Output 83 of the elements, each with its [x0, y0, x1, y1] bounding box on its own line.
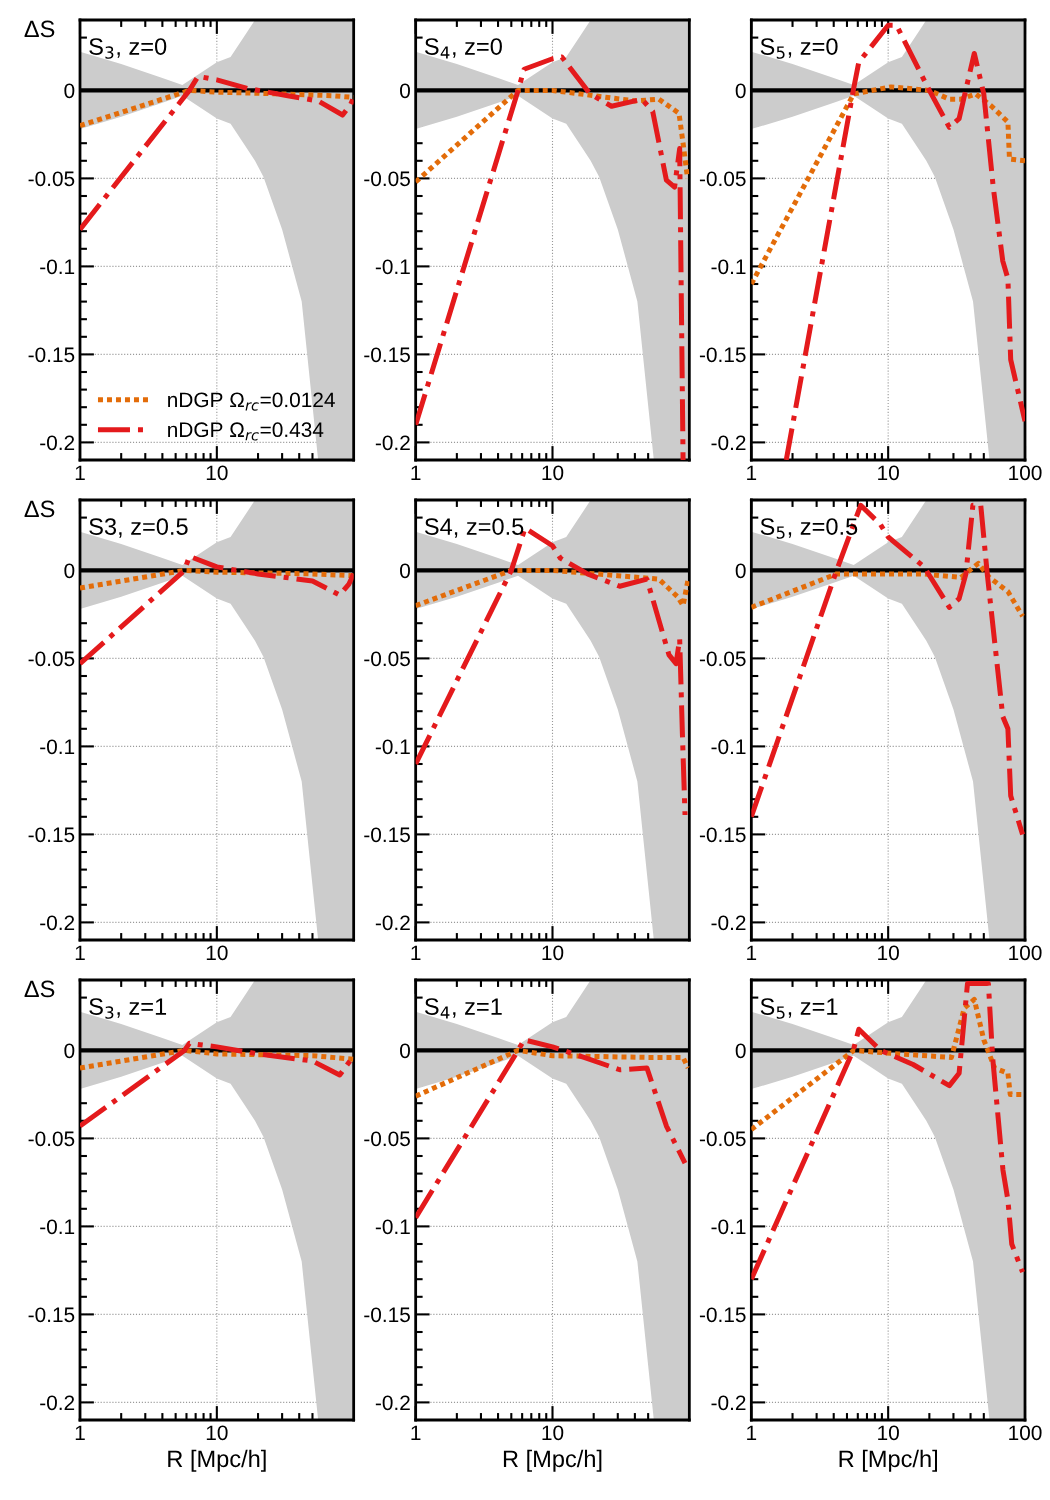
x-tick-label: 1 [411, 1425, 421, 1440]
x-tick-label: 100 [1009, 465, 1042, 481]
x-axis-title: R [Mpc/h] [168, 1449, 266, 1472]
y-tick-label: -0.1 [40, 259, 75, 275]
y-tick-label: -0.15 [699, 827, 746, 843]
y-tick-label: -0.2 [375, 1395, 410, 1411]
x-axis-title: R [Mpc/h] [839, 1449, 937, 1472]
x-tick-label: 1 [75, 465, 85, 480]
x-tick-label: 100 [1009, 1425, 1042, 1441]
y-tick-label: -0.15 [364, 827, 410, 843]
y-axis-title: ΔS [24, 980, 55, 998]
y-tick-label: -0.15 [28, 1307, 75, 1323]
y-tick-label: -0.1 [40, 739, 75, 755]
legend-label: nDGP Ω$_{rc}$=0.0124 [168, 392, 335, 411]
y-tick-label: -0.2 [40, 1395, 75, 1411]
x-tick-label: 1 [75, 945, 85, 960]
x-tick-label: 1 [747, 1425, 757, 1440]
text: S3, z=0.5 [89, 518, 188, 538]
y-axis-title: ΔS [24, 20, 55, 38]
y-tick-label: -0.1 [711, 1219, 746, 1235]
y-axis-title: ΔS [24, 500, 55, 518]
x-tick-label: 10 [542, 945, 564, 961]
y-tick-label: 0 [64, 83, 75, 99]
y-tick-label: 0 [400, 563, 410, 579]
y-tick-label: -0.05 [699, 171, 746, 187]
y-tick-label: -0.1 [711, 259, 746, 275]
legend-label: nDGP Ω$_{rc}$=0.434 [168, 422, 324, 441]
y-tick-label: -0.2 [711, 1395, 746, 1411]
y-tick-label: -0.05 [699, 1131, 746, 1147]
x-tick-label: 1 [75, 1425, 85, 1440]
text: S$_{5}$, z=1 [760, 998, 838, 1019]
y-tick-label: -0.15 [699, 1307, 746, 1323]
x-tick-label: 1 [411, 465, 421, 480]
x-tick-label: 10 [542, 465, 564, 481]
y-tick-label: -0.15 [364, 1307, 410, 1323]
y-tick-label: -0.05 [364, 171, 410, 187]
y-tick-label: 0 [400, 83, 410, 99]
x-tick-label: 10 [206, 1425, 228, 1441]
y-tick-label: 0 [735, 563, 746, 579]
y-tick-label: -0.05 [699, 651, 746, 667]
x-tick-label: 10 [542, 1425, 564, 1441]
y-tick-label: -0.15 [28, 347, 75, 363]
y-tick-label: 0 [735, 83, 746, 99]
y-tick-label: -0.2 [711, 435, 746, 451]
y-tick-label: -0.1 [40, 1219, 75, 1235]
y-tick-label: -0.1 [711, 739, 746, 755]
x-tick-label: 1 [747, 465, 757, 480]
y-tick-label: -0.05 [364, 1131, 410, 1147]
x-tick-label: 10 [206, 465, 228, 481]
x-tick-label: 1 [411, 945, 421, 960]
text: S$_{5}$, z=0 [760, 38, 838, 59]
y-tick-label: -0.05 [28, 1131, 75, 1147]
text: S$_{5}$, z=0.5 [760, 518, 858, 539]
y-tick-label: -0.2 [375, 435, 410, 451]
y-tick-label: -0.05 [28, 171, 75, 187]
x-tick-label: 100 [1009, 945, 1042, 961]
y-tick-label: 0 [400, 1043, 410, 1059]
y-tick-label: -0.2 [40, 915, 75, 931]
x-tick-label: 10 [878, 945, 899, 961]
y-tick-label: -0.2 [711, 915, 746, 931]
x-tick-label: 1 [747, 945, 757, 960]
y-tick-label: -0.05 [28, 651, 75, 667]
x-tick-label: 10 [878, 1425, 899, 1441]
text: S$_{4}$, z=1 [424, 998, 502, 1019]
y-tick-label: -0.1 [375, 1219, 410, 1235]
text: S$_{3}$, z=1 [89, 998, 167, 1019]
x-tick-label: 10 [206, 945, 228, 961]
y-tick-label: -0.1 [375, 739, 410, 755]
y-tick-label: -0.2 [40, 435, 75, 451]
text: S$_{3}$, z=0 [89, 38, 167, 59]
text: S4, z=0.5 [424, 518, 524, 538]
text: S$_{4}$, z=0 [424, 38, 502, 59]
y-tick-label: -0.05 [364, 651, 410, 667]
y-tick-label: -0.2 [375, 915, 410, 931]
y-tick-label: -0.15 [28, 827, 75, 843]
x-axis-title: R [Mpc/h] [503, 1449, 602, 1472]
y-tick-label: 0 [735, 1043, 746, 1059]
y-tick-label: -0.15 [364, 347, 410, 363]
y-tick-label: -0.15 [699, 347, 746, 363]
y-tick-label: 0 [64, 563, 75, 579]
y-tick-label: 0 [64, 1043, 75, 1059]
x-tick-label: 10 [878, 465, 899, 481]
y-tick-label: -0.1 [375, 259, 410, 275]
